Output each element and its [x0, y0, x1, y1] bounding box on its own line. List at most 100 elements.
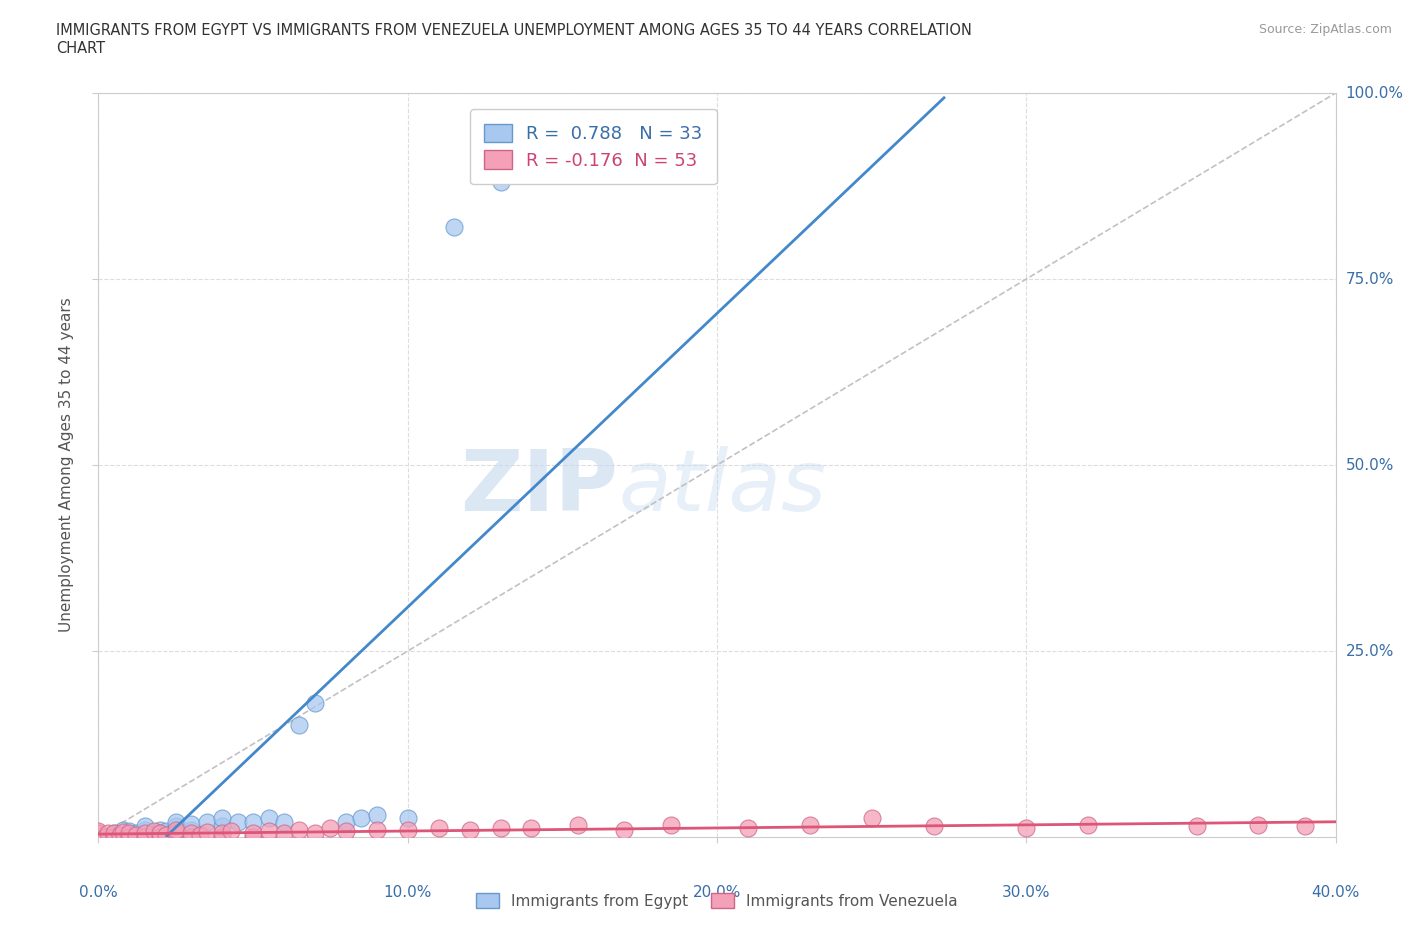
Text: 50.0%: 50.0% — [1346, 458, 1393, 472]
Point — [211, 830, 233, 844]
Point — [134, 822, 156, 837]
Point — [87, 830, 110, 844]
Point — [211, 811, 233, 826]
Point — [335, 815, 357, 830]
Point — [335, 824, 357, 839]
Point — [180, 817, 202, 831]
Point — [180, 822, 202, 837]
Point — [242, 830, 264, 844]
Point — [257, 811, 280, 826]
Point — [118, 824, 141, 839]
Point — [195, 815, 218, 830]
Point — [1247, 817, 1270, 832]
Text: 30.0%: 30.0% — [1002, 885, 1050, 900]
Point — [288, 822, 311, 837]
Point — [304, 696, 326, 711]
Point — [87, 826, 110, 841]
Point — [350, 811, 373, 826]
Point — [1077, 817, 1099, 832]
Point — [1185, 818, 1208, 833]
Point — [211, 818, 233, 833]
Point — [165, 815, 187, 830]
Point — [149, 830, 172, 844]
Point — [112, 824, 135, 839]
Point — [149, 826, 172, 841]
Point — [180, 826, 202, 841]
Point — [155, 824, 177, 839]
Point — [155, 828, 177, 843]
Point — [799, 817, 821, 832]
Point — [520, 820, 543, 835]
Point — [124, 828, 146, 843]
Point — [489, 175, 512, 190]
Point — [366, 822, 388, 837]
Point — [143, 824, 166, 839]
Point — [108, 828, 131, 843]
Point — [304, 826, 326, 841]
Point — [195, 824, 218, 839]
Legend: Immigrants from Egypt, Immigrants from Venezuela: Immigrants from Egypt, Immigrants from V… — [470, 886, 965, 915]
Point — [226, 815, 249, 830]
Point — [1294, 818, 1316, 833]
Point — [396, 822, 419, 837]
Point — [659, 817, 682, 832]
Point — [134, 826, 156, 841]
Point — [87, 830, 110, 844]
Point — [165, 826, 187, 841]
Point — [242, 815, 264, 830]
Point — [103, 826, 125, 841]
Point — [273, 826, 295, 841]
Point — [613, 822, 636, 837]
Point — [427, 820, 450, 835]
Point — [458, 822, 481, 837]
Point — [242, 826, 264, 841]
Point — [118, 830, 141, 844]
Point — [149, 822, 172, 837]
Point — [165, 818, 187, 833]
Text: 100.0%: 100.0% — [1346, 86, 1403, 100]
Point — [737, 820, 759, 835]
Point — [103, 830, 125, 844]
Text: 0.0%: 0.0% — [79, 885, 118, 900]
Point — [118, 826, 141, 841]
Point — [134, 818, 156, 833]
Point — [257, 824, 280, 839]
Y-axis label: Unemployment Among Ages 35 to 44 years: Unemployment Among Ages 35 to 44 years — [59, 298, 75, 632]
Point — [149, 826, 172, 841]
Point — [190, 828, 212, 843]
Point — [221, 824, 243, 839]
Point — [443, 219, 465, 234]
Point — [134, 830, 156, 844]
Point — [87, 824, 110, 839]
Text: IMMIGRANTS FROM EGYPT VS IMMIGRANTS FROM VENEZUELA UNEMPLOYMENT AMONG AGES 35 TO: IMMIGRANTS FROM EGYPT VS IMMIGRANTS FROM… — [56, 23, 972, 56]
Point — [118, 830, 141, 844]
Point — [143, 830, 166, 844]
Point — [922, 818, 945, 833]
Text: ZIP: ZIP — [460, 445, 619, 529]
Point — [860, 811, 883, 826]
Point — [366, 807, 388, 822]
Point — [87, 826, 110, 841]
Point — [211, 826, 233, 841]
Point — [489, 820, 512, 835]
Point — [273, 815, 295, 830]
Point — [103, 826, 125, 841]
Text: atlas: atlas — [619, 445, 827, 529]
Point — [112, 822, 135, 837]
Text: Source: ZipAtlas.com: Source: ZipAtlas.com — [1258, 23, 1392, 36]
Point — [288, 718, 311, 733]
Text: 20.0%: 20.0% — [693, 885, 741, 900]
Point — [165, 822, 187, 837]
Point — [319, 820, 342, 835]
Point — [124, 826, 146, 841]
Point — [97, 826, 120, 841]
Point — [1015, 820, 1038, 835]
Text: 75.0%: 75.0% — [1346, 272, 1393, 286]
Text: 10.0%: 10.0% — [384, 885, 432, 900]
Point — [180, 830, 202, 844]
Text: 40.0%: 40.0% — [1312, 885, 1360, 900]
Text: 25.0%: 25.0% — [1346, 644, 1393, 658]
Point — [103, 830, 125, 844]
Point — [396, 811, 419, 826]
Point — [93, 830, 115, 844]
